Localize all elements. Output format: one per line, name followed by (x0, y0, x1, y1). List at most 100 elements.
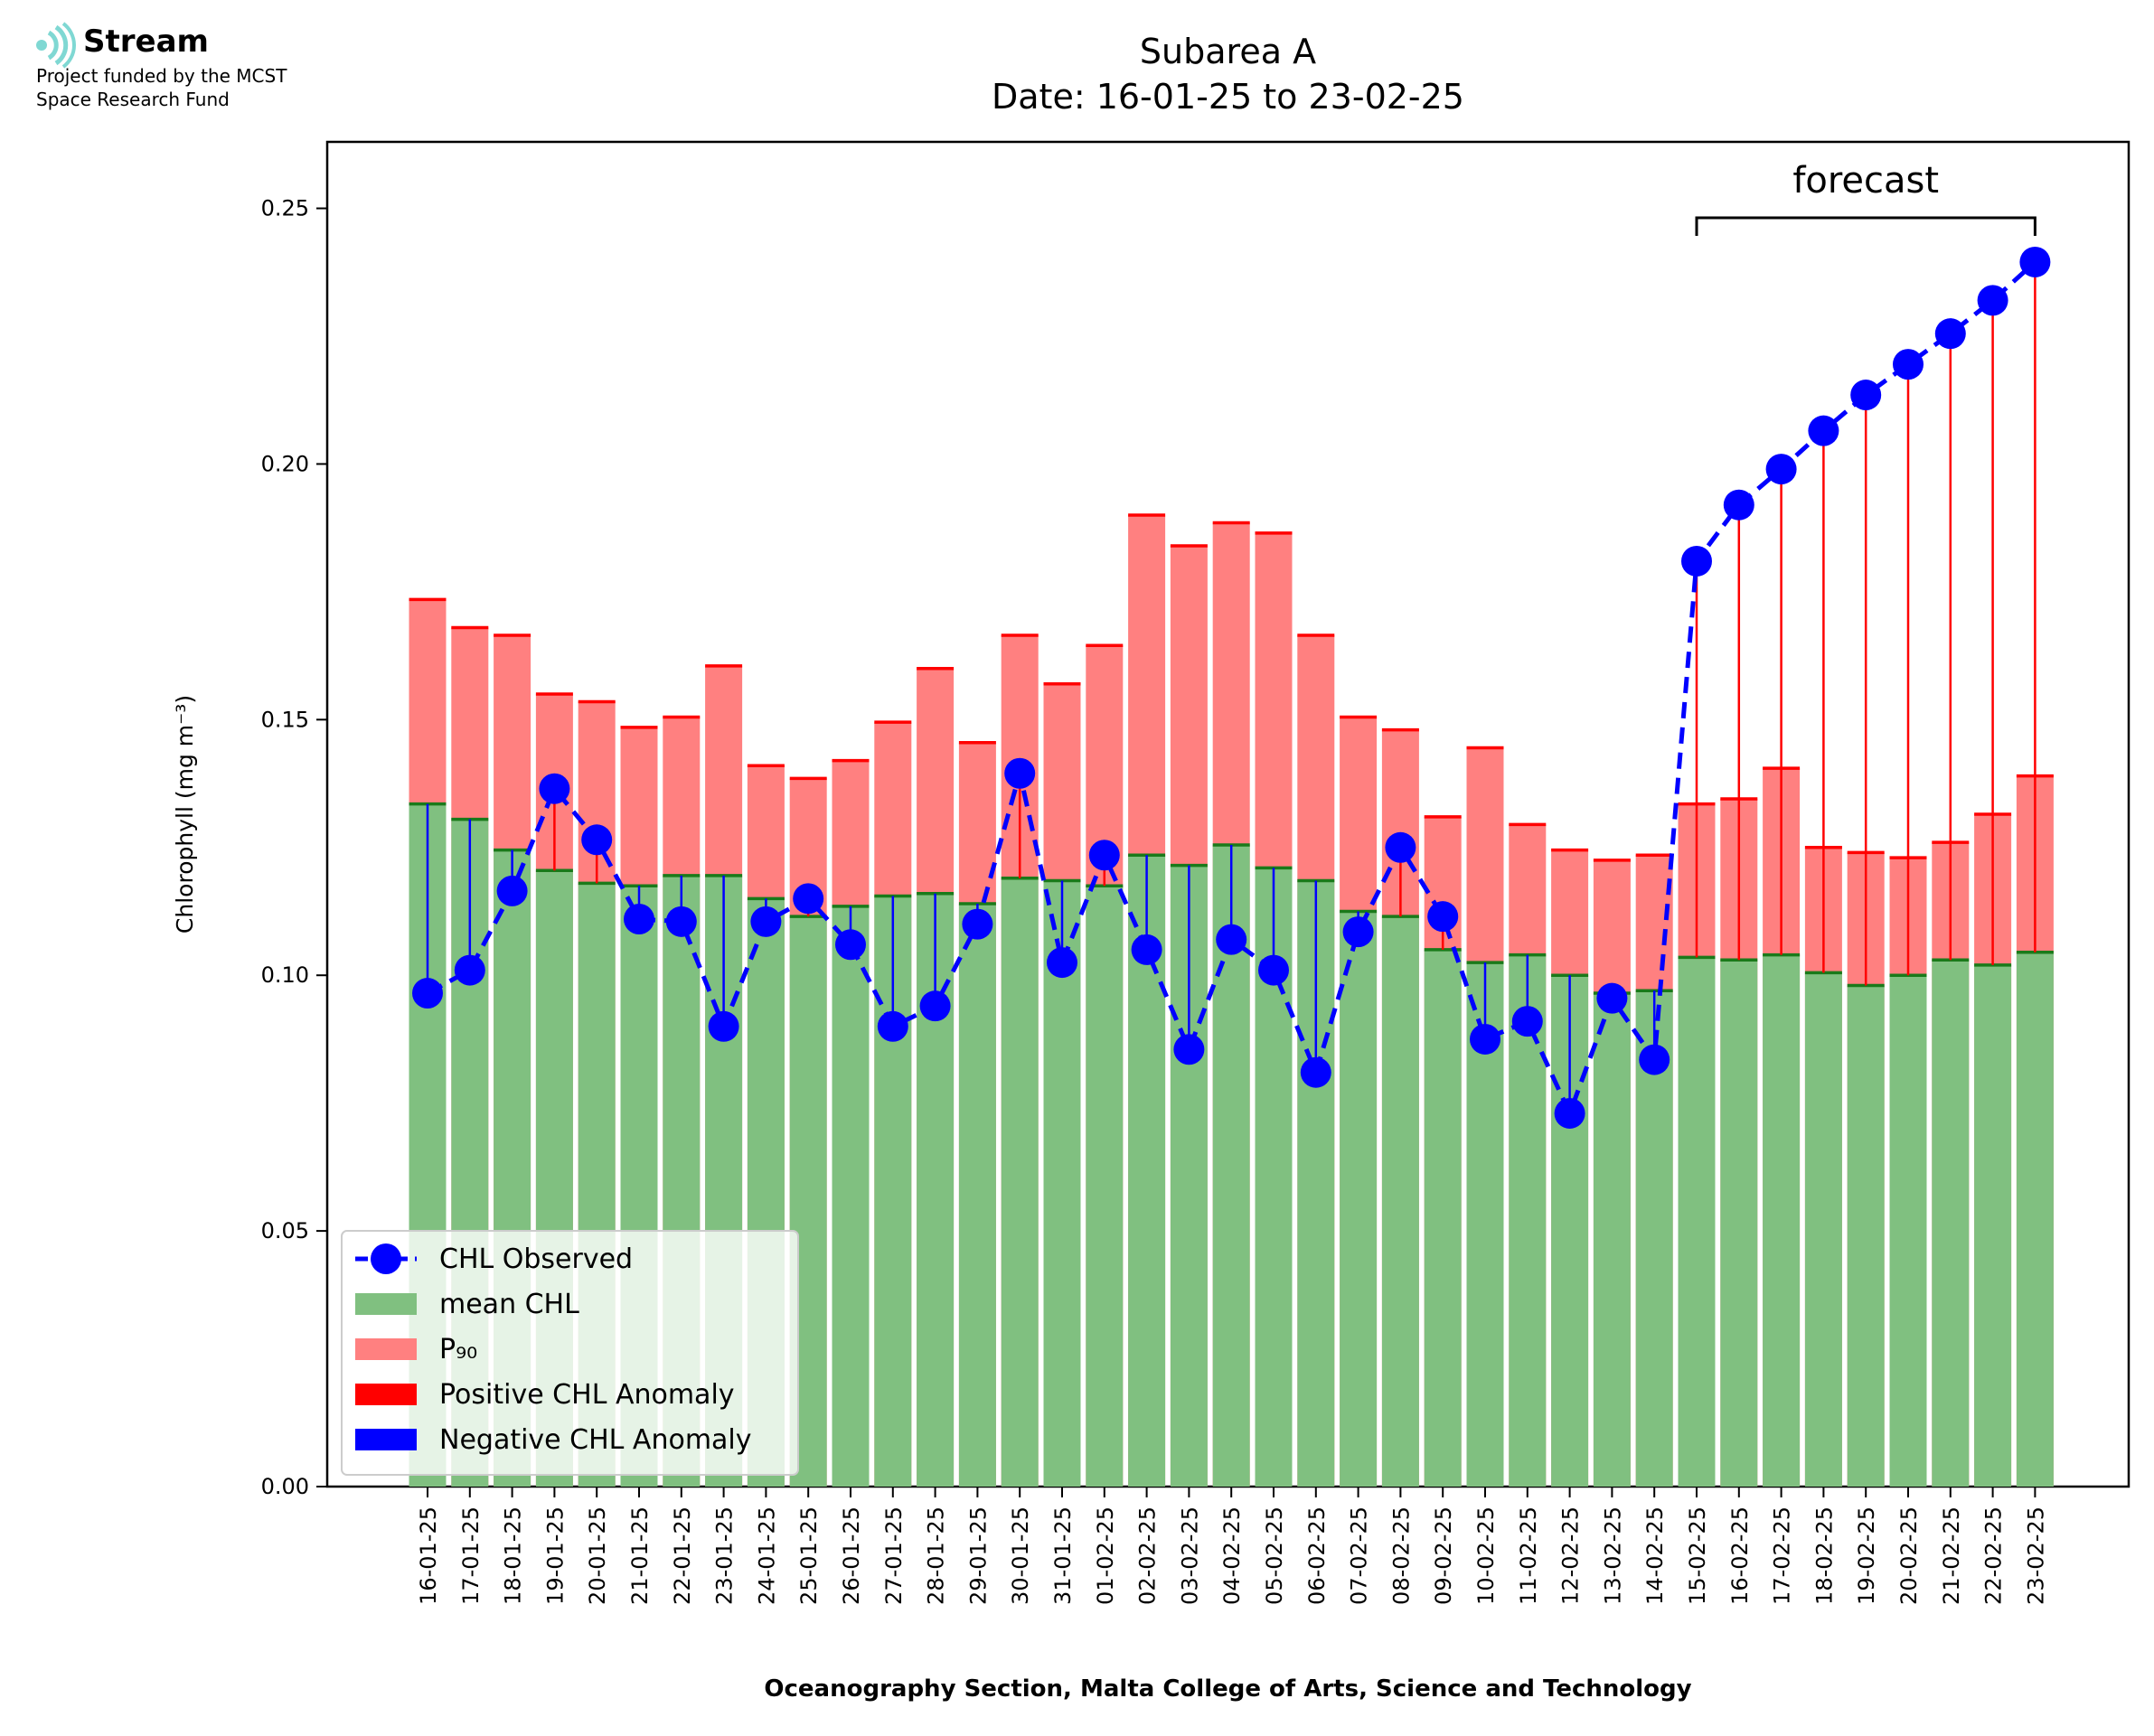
x-tick-label: 08-02-25 (1388, 1506, 1414, 1605)
observed-point (1088, 840, 1120, 871)
x-tick-label: 19-01-25 (542, 1506, 568, 1605)
observed-point (1596, 982, 1628, 1014)
x-axis-label: Oceanography Section, Malta College of A… (764, 1675, 1691, 1703)
observed-point (1639, 1044, 1670, 1075)
mean-bar (1889, 975, 1927, 1487)
observed-point (539, 773, 570, 804)
forecast-label: forecast (1792, 160, 1939, 202)
logo-name: Stream (83, 23, 209, 60)
x-tick-label: 28-01-25 (924, 1506, 949, 1605)
mean-bar (1001, 877, 1039, 1487)
stream-wave-icon (36, 22, 76, 69)
x-tick-label: 11-02-25 (1516, 1506, 1541, 1605)
legend-p90-label: P₉₀ (439, 1334, 477, 1365)
x-tick-label: 21-02-25 (1939, 1506, 1964, 1605)
observed-point (1681, 545, 1712, 577)
observed-point (1850, 380, 1882, 411)
y-tick-label: 0.25 (261, 196, 309, 221)
mean-bar (1932, 960, 1970, 1487)
y-tick-label: 0.05 (261, 1218, 309, 1243)
legend-observed-marker (371, 1243, 401, 1274)
observed-point (708, 1010, 739, 1042)
x-tick-label: 16-01-25 (416, 1506, 441, 1605)
legend: CHL Observed mean CHL P₉₀ Positive CHL Anom… (341, 1230, 799, 1476)
legend-box (341, 1230, 799, 1476)
x-tick-label: 09-02-25 (1431, 1506, 1456, 1605)
observed-point (1893, 349, 1924, 380)
legend-negative-label: Negative CHL Anomaly (439, 1424, 752, 1456)
x-tick-label: 26-01-25 (839, 1506, 864, 1605)
x-tick-label: 18-01-25 (501, 1506, 526, 1605)
observed-point (1427, 901, 1459, 933)
mean-bar (1340, 911, 1378, 1487)
mean-bar (832, 906, 870, 1487)
x-tick-label: 20-01-25 (585, 1506, 610, 1605)
mean-bar (1086, 886, 1124, 1487)
x-tick-label: 17-01-25 (458, 1506, 484, 1605)
x-tick-label: 01-02-25 (1093, 1506, 1118, 1605)
legend-mean-swatch (355, 1293, 417, 1315)
chart-title: Subarea A (1140, 32, 1316, 71)
legend-positive-swatch (355, 1384, 417, 1405)
x-tick-label: 20-02-25 (1896, 1506, 1922, 1605)
observed-point (1723, 489, 1754, 521)
x-tick-label: 07-02-25 (1347, 1506, 1372, 1605)
observed-point (1342, 916, 1374, 948)
x-tick-label: 12-02-25 (1558, 1506, 1584, 1605)
observed-point (665, 906, 697, 937)
x-tick-label: 06-02-25 (1304, 1506, 1330, 1605)
mean-bar (1509, 954, 1547, 1487)
x-tick-label: 24-01-25 (754, 1506, 779, 1605)
legend-positive-label: Positive CHL Anomaly (439, 1379, 735, 1411)
x-tick-label: 03-02-25 (1177, 1506, 1202, 1605)
observed-point (962, 908, 993, 940)
observed-point (750, 906, 782, 937)
x-tick-label: 30-01-25 (1008, 1506, 1033, 1605)
x-tick-label: 10-02-25 (1473, 1506, 1499, 1605)
observed-point (1385, 831, 1416, 863)
observed-point (793, 883, 824, 915)
observed-point (1300, 1056, 1331, 1088)
observed-point (1131, 934, 1162, 965)
observed-point (1216, 924, 1247, 955)
x-tick-label: 15-02-25 (1685, 1506, 1710, 1605)
observed-point (877, 1010, 908, 1042)
x-tick-label: 13-02-25 (1600, 1506, 1625, 1605)
observed-point (581, 824, 613, 856)
mean-bar (2016, 952, 2054, 1487)
x-tick-label: 19-02-25 (1854, 1506, 1879, 1605)
y-axis-label: Chlorophyll (mg m⁻³) (172, 695, 198, 934)
observed-point (835, 929, 866, 961)
observed-point (919, 990, 951, 1022)
mean-bar (1593, 993, 1631, 1487)
observed-point (1173, 1034, 1205, 1065)
x-tick-label: 14-02-25 (1642, 1506, 1668, 1605)
mean-bar (1043, 880, 1081, 1487)
x-tick-label: 18-02-25 (1811, 1506, 1837, 1605)
legend-mean-label: mean CHL (439, 1289, 579, 1320)
x-tick-label: 31-01-25 (1050, 1506, 1076, 1605)
mean-bar (958, 904, 996, 1487)
mean-bar (1381, 916, 1419, 1487)
legend-p90-swatch (355, 1338, 417, 1360)
x-tick-label: 17-02-25 (1770, 1506, 1795, 1605)
logo-funding-line-1: Project funded by the MCST (36, 65, 287, 87)
observed-point (2019, 246, 2051, 277)
x-tick-label: 16-02-25 (1727, 1506, 1753, 1605)
observed-point (412, 978, 443, 1009)
x-tick-label: 05-02-25 (1262, 1506, 1287, 1605)
legend-negative-swatch (355, 1429, 417, 1450)
observed-point (624, 903, 654, 934)
x-tick-label: 29-01-25 (965, 1506, 991, 1605)
observed-point (1934, 318, 1966, 350)
x-tick-label: 21-01-25 (627, 1506, 653, 1605)
observed-point (1808, 415, 1839, 446)
x-tick-label: 22-02-25 (1981, 1506, 2007, 1605)
logo-funding-line-2: Space Research Fund (36, 89, 230, 110)
x-tick-label: 23-02-25 (2023, 1506, 2048, 1605)
x-tick-label: 02-02-25 (1135, 1506, 1161, 1605)
x-tick-label: 23-01-25 (712, 1506, 738, 1605)
chart-subtitle: Date: 16-01-25 to 23-02-25 (992, 77, 1464, 117)
y-tick-label: 0.20 (261, 451, 309, 476)
y-tick-label: 0.10 (261, 962, 309, 988)
